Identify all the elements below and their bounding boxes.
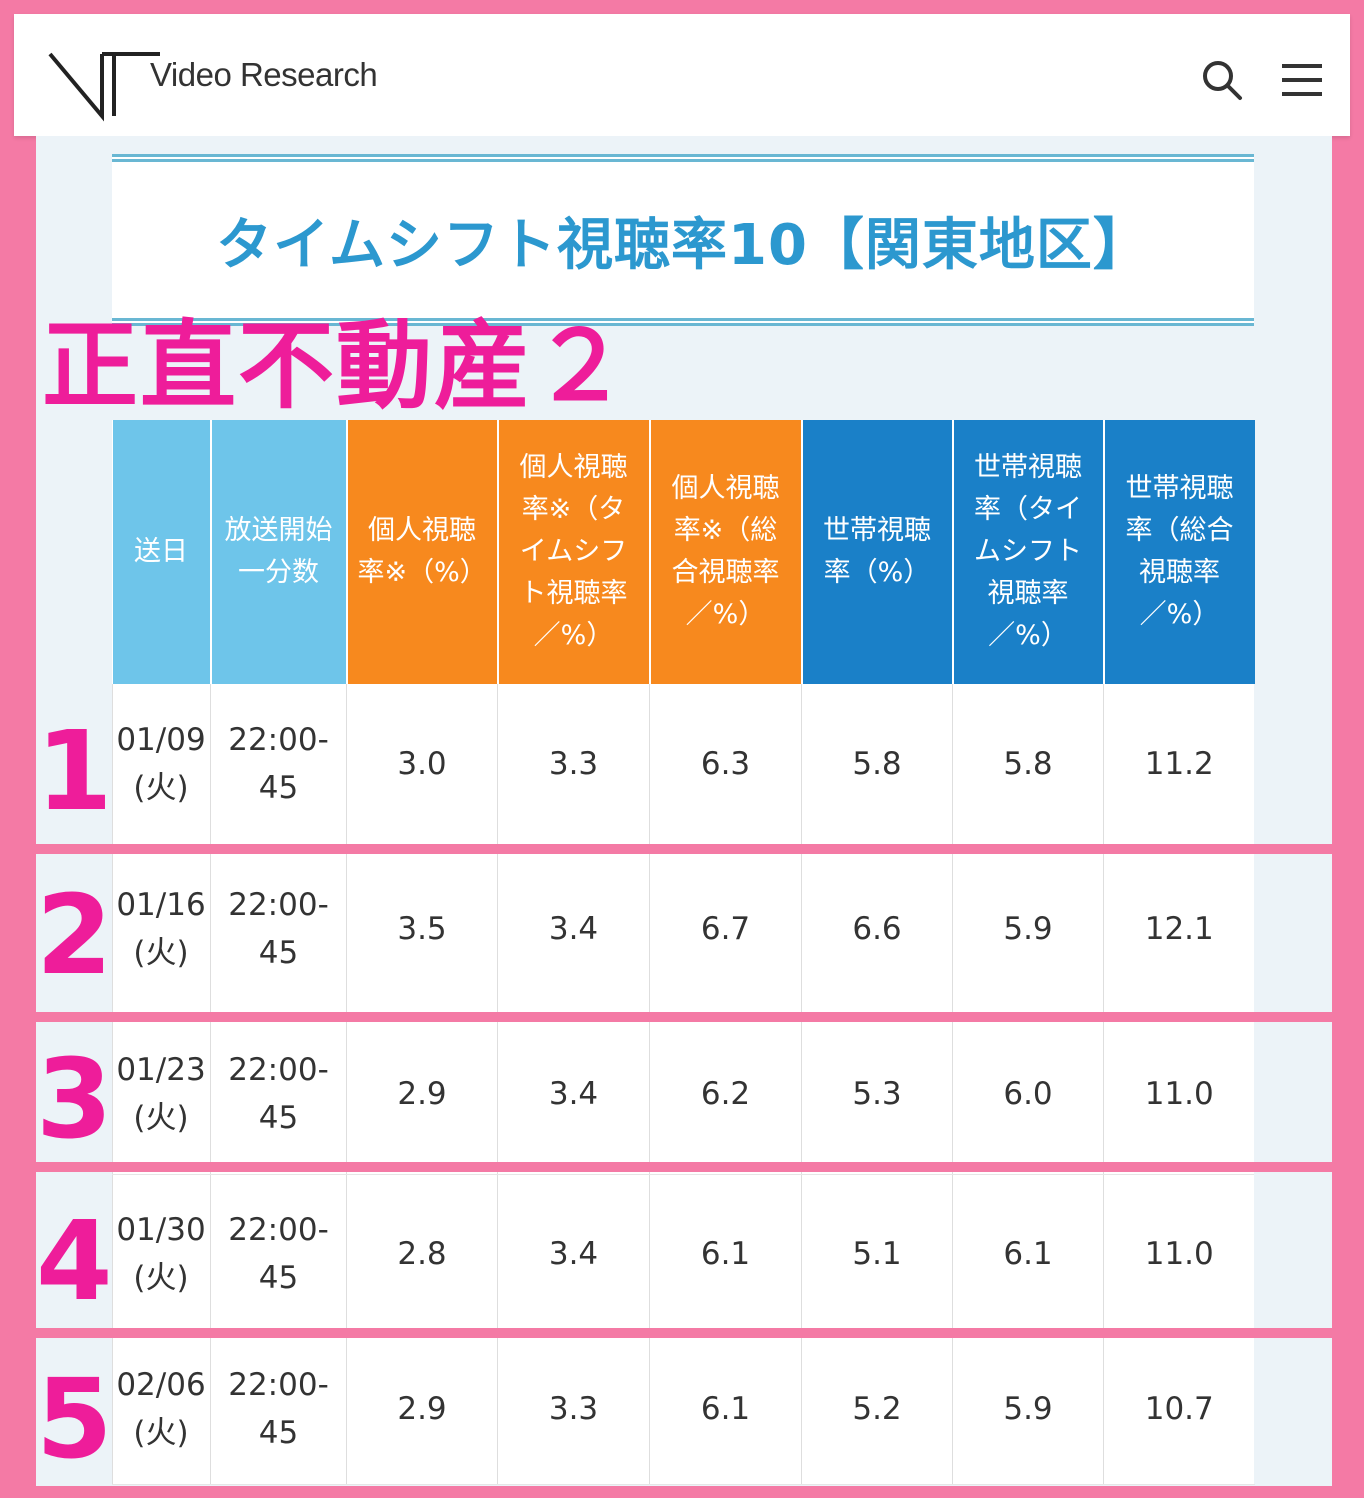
table-header-row: 送日 放送開始一分数 個人視聴率※（%） 個人視聴率※（タイムシフト視聴率／%）… — [112, 420, 1255, 684]
cell-personal-total: 6.7 — [649, 844, 802, 1015]
cell-personal-rating: 3.0 — [346, 684, 498, 845]
ratings-table: 送日 放送開始一分数 個人視聴率※（%） 個人視聴率※（タイムシフト視聴率／%）… — [112, 420, 1255, 1485]
cell-household-total: 12.1 — [1103, 844, 1255, 1015]
cell-date: 02/06 (火) — [112, 1334, 211, 1485]
table-row: 01/30 (火) 22:00- 45 2.8 3.4 6.1 5.1 6.1 11… — [112, 1174, 1255, 1335]
row-divider — [0, 1012, 1364, 1022]
cell-household-timeshift: 5.9 — [952, 844, 1104, 1015]
site-header: Video Research — [14, 14, 1350, 136]
start-time: 22:00- — [228, 887, 329, 923]
cell-personal-total: 6.2 — [649, 1014, 802, 1175]
air-date: 01/09 — [116, 721, 206, 758]
rank-number: 3 — [36, 1035, 113, 1163]
cell-household-total: 11.0 — [1103, 1174, 1255, 1335]
table-row: 01/09 (火) 22:00- 45 3.0 3.3 6.3 5.8 5.8 11… — [112, 684, 1255, 845]
rank-number: 4 — [36, 1197, 113, 1325]
col-header-personal-timeshift: 個人視聴率※（タイムシフト視聴率／%） — [496, 420, 650, 684]
col-header-date: 送日 — [112, 420, 211, 684]
duration: 45 — [258, 935, 299, 971]
col-header-personal-total: 個人視聴率※（総合視聴率／%） — [648, 420, 802, 684]
brand-name[interactable]: Video Research — [150, 56, 378, 93]
table-row: 01/23 (火) 22:00- 45 2.9 3.4 6.2 5.3 6.0 11… — [112, 1014, 1255, 1175]
table-row: 02/06 (火) 22:00- 45 2.9 3.3 6.1 5.2 5.9 10… — [112, 1334, 1255, 1485]
cell-household-rating: 5.1 — [801, 1174, 953, 1335]
row-divider — [0, 844, 1364, 854]
duration: 45 — [258, 769, 299, 806]
col-header-household-total: 世帯視聴率（総合視聴率／%） — [1102, 420, 1255, 684]
air-day: (火) — [133, 935, 189, 971]
cell-household-timeshift: 6.1 — [952, 1174, 1104, 1335]
air-day: (火) — [133, 1260, 189, 1296]
air-date: 01/23 — [116, 1052, 206, 1088]
cell-household-rating: 5.8 — [801, 684, 953, 845]
cell-personal-rating: 2.8 — [346, 1174, 498, 1335]
cell-household-total: 11.0 — [1103, 1014, 1255, 1175]
air-date: 01/16 — [116, 887, 206, 923]
hamburger-menu-icon[interactable] — [1280, 62, 1324, 98]
col-header-household-timeshift: 世帯視聴率（タイムシフト視聴率／%） — [951, 420, 1104, 684]
cell-personal-timeshift: 3.3 — [497, 684, 650, 845]
table-row: 01/16 (火) 22:00- 45 3.5 3.4 6.7 6.6 5.9 12… — [112, 844, 1255, 1015]
cell-household-timeshift: 5.8 — [952, 684, 1104, 845]
cell-personal-total: 6.3 — [649, 684, 802, 845]
cell-personal-total: 6.1 — [649, 1174, 802, 1335]
cell-date: 01/23 (火) — [112, 1014, 211, 1175]
cell-household-rating: 5.2 — [801, 1334, 953, 1485]
cell-household-timeshift: 5.9 — [952, 1334, 1104, 1485]
ranking-banner: タイムシフト視聴率10【関東地区】 — [112, 154, 1254, 326]
col-header-start-duration: 放送開始一分数 — [209, 420, 347, 684]
rank-number: 1 — [36, 707, 113, 835]
right-margin — [1254, 684, 1332, 1484]
air-day: (火) — [133, 1100, 189, 1136]
air-date: 02/06 — [116, 1367, 206, 1403]
air-day: (火) — [133, 1415, 189, 1451]
cell-time: 22:00- 45 — [210, 1014, 347, 1175]
cell-household-total: 10.7 — [1103, 1334, 1255, 1485]
cell-personal-timeshift: 3.3 — [497, 1334, 650, 1485]
search-icon[interactable] — [1200, 58, 1244, 102]
start-time: 22:00- — [228, 1052, 329, 1088]
cell-personal-timeshift: 3.4 — [497, 1174, 650, 1335]
cell-personal-rating: 2.9 — [346, 1014, 498, 1175]
rank-number: 5 — [36, 1355, 113, 1483]
cell-date: 01/30 (火) — [112, 1174, 211, 1335]
air-date: 01/30 — [116, 1212, 206, 1248]
cell-household-rating: 6.6 — [801, 844, 953, 1015]
air-day: (火) — [133, 769, 189, 806]
col-header-personal-rating: 個人視聴率※（%） — [345, 420, 498, 684]
row-divider — [0, 1328, 1364, 1338]
cell-time: 22:00- 45 — [210, 1174, 347, 1335]
show-title-overlay: 正直不動産２ — [42, 310, 630, 422]
cell-time: 22:00- 45 — [210, 844, 347, 1015]
cell-household-timeshift: 6.0 — [952, 1014, 1104, 1175]
cell-personal-timeshift: 3.4 — [497, 1014, 650, 1175]
cell-personal-total: 6.1 — [649, 1334, 802, 1485]
duration: 45 — [258, 1415, 299, 1451]
cell-personal-timeshift: 3.4 — [497, 844, 650, 1015]
cell-household-total: 11.2 — [1103, 684, 1255, 845]
cell-date: 01/09 (火) — [112, 684, 211, 845]
rank-number: 2 — [36, 871, 113, 999]
cell-date: 01/16 (火) — [112, 844, 211, 1015]
row-divider — [0, 1162, 1364, 1172]
start-time: 22:00- — [228, 721, 329, 758]
cell-household-rating: 5.3 — [801, 1014, 953, 1175]
duration: 45 — [258, 1260, 299, 1296]
duration: 45 — [258, 1100, 299, 1136]
video-research-logo-icon[interactable] — [48, 48, 160, 122]
start-time: 22:00- — [228, 1367, 329, 1403]
cell-time: 22:00- 45 — [210, 1334, 347, 1485]
cell-time: 22:00- 45 — [210, 684, 347, 845]
col-header-household-rating: 世帯視聴率（%） — [800, 420, 953, 684]
cell-personal-rating: 3.5 — [346, 844, 498, 1015]
cell-personal-rating: 2.9 — [346, 1334, 498, 1485]
banner-title: タイムシフト視聴率10【関東地区】 — [216, 212, 1150, 278]
start-time: 22:00- — [228, 1212, 329, 1248]
